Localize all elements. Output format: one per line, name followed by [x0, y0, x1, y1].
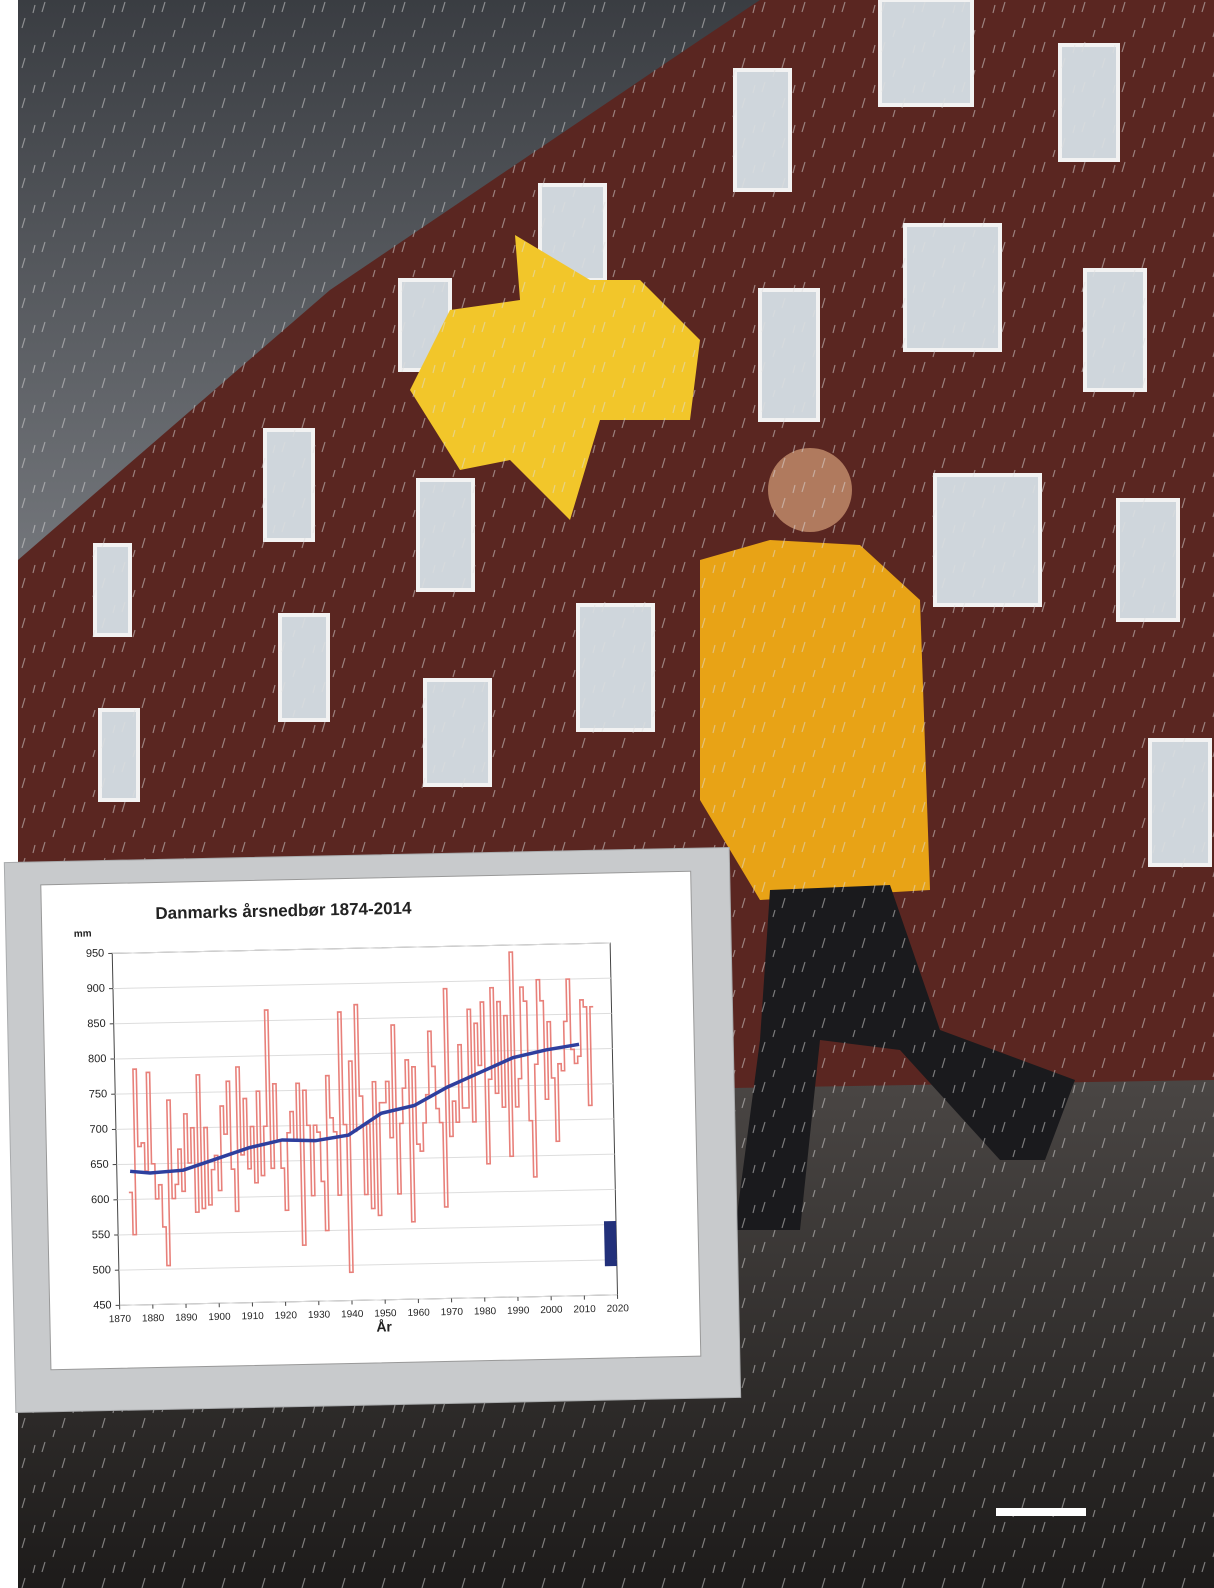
grid-line: [118, 1259, 617, 1271]
y-tick-label: 550: [92, 1229, 111, 1241]
x-tick-label: 1910: [241, 1311, 264, 1322]
chart-inset: Danmarks årsnedbør 1874-2014 mm År 45050…: [3, 846, 742, 1414]
grid-line: [115, 1083, 614, 1095]
grid-line: [112, 977, 611, 990]
grid-line: [119, 1294, 618, 1306]
x-tick-label: 1980: [474, 1306, 497, 1317]
x-tick-label: 2020: [607, 1303, 630, 1314]
trend-line: [129, 1042, 580, 1175]
logo-badge: [603, 1220, 617, 1267]
grid-line: [118, 1224, 617, 1236]
x-tick-label: 1920: [275, 1310, 298, 1321]
grid-line: [113, 1012, 612, 1025]
x-tick-label: 1870: [109, 1314, 132, 1325]
y-tick-label: 850: [87, 1018, 106, 1030]
grid-line: [112, 942, 611, 954]
x-tick-label: 1930: [308, 1310, 331, 1321]
x-tick-label: 1880: [142, 1313, 165, 1324]
white-bar: [996, 1508, 1086, 1516]
y-tick-label: 900: [87, 983, 106, 995]
x-tick-label: 1900: [208, 1312, 231, 1323]
y-tick-label: 800: [88, 1053, 107, 1065]
x-tick-label: 1970: [441, 1307, 464, 1318]
x-axis-label: År: [376, 1318, 392, 1334]
x-tick-label: 1960: [407, 1307, 430, 1318]
y-tick-label: 500: [92, 1264, 111, 1276]
x-tick-label: 2000: [540, 1305, 563, 1316]
annual-precipitation-line: [128, 951, 594, 1274]
y-tick-label: 750: [89, 1088, 108, 1100]
x-tick-label: 1950: [374, 1308, 397, 1319]
x-tick-label: 1940: [341, 1309, 364, 1320]
y-tick-label: 600: [91, 1194, 110, 1206]
x-tick-label: 2010: [573, 1304, 596, 1315]
y-tick-label: 650: [90, 1159, 109, 1171]
y-tick-label: 950: [86, 947, 105, 959]
y-tick-label: 700: [89, 1123, 108, 1135]
y-tick-label: 450: [93, 1299, 112, 1311]
x-tick-label: 1890: [175, 1312, 198, 1323]
grid-line: [114, 1048, 613, 1060]
x-tick-label: 1990: [507, 1305, 530, 1316]
y-unit: mm: [74, 928, 92, 939]
